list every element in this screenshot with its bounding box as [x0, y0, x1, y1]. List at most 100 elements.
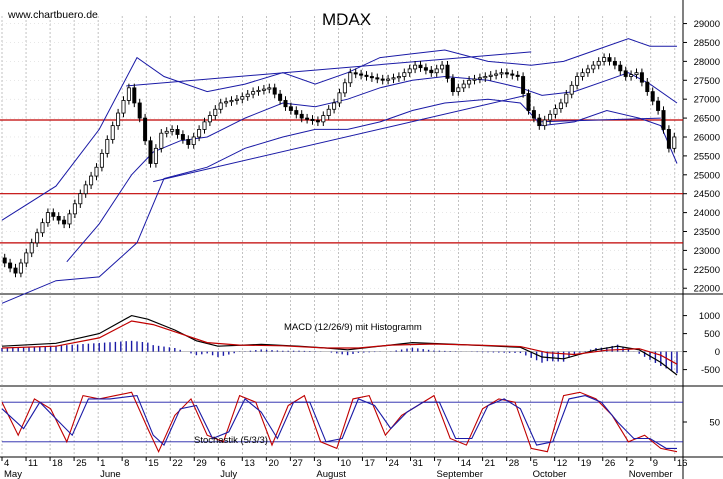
candle-body — [283, 100, 288, 108]
candle-body — [375, 77, 380, 80]
candle-body — [618, 64, 623, 72]
macd-label: MACD (12/26/9) mit Histogramm — [284, 322, 422, 333]
stochastic-tick-label: 50 — [709, 418, 720, 429]
x-day-label: 8 — [124, 458, 129, 469]
candle-body — [99, 152, 104, 168]
candle-body — [645, 81, 650, 93]
candle-body — [143, 117, 148, 142]
candle-body — [461, 83, 466, 89]
x-day-label: 10 — [340, 458, 351, 469]
candle-body — [83, 184, 88, 195]
candle-body — [359, 73, 364, 76]
candle-body — [575, 76, 580, 86]
macd-tick-label: 500 — [704, 329, 720, 340]
candle-body — [62, 219, 67, 225]
candle-body — [364, 74, 369, 77]
candle-body — [321, 115, 326, 123]
trendline — [153, 94, 526, 183]
x-day-label: 26 — [605, 458, 616, 469]
candle-body — [288, 106, 293, 111]
candle-body — [121, 100, 126, 114]
candle-body — [180, 134, 185, 140]
bollinger-mid-line — [66, 72, 678, 263]
candle-body — [67, 213, 72, 225]
support-resistance-levels — [0, 119, 683, 244]
candle-body — [272, 87, 277, 95]
x-month-label: August — [316, 469, 346, 479]
stochastic-d-line — [1, 395, 677, 449]
candle-body — [407, 68, 412, 74]
candle-body — [623, 70, 628, 77]
trendline — [126, 51, 532, 87]
x-day-label: 21 — [485, 458, 496, 469]
stochastic-panel — [1, 391, 683, 454]
x-month-label: July — [220, 469, 237, 479]
candle-body — [245, 93, 250, 98]
x-day-label: 13 — [244, 458, 255, 469]
x-day-label: 22 — [172, 458, 183, 469]
x-day-label: 9 — [653, 458, 658, 469]
candle-body — [558, 102, 563, 110]
candle-body — [110, 125, 115, 140]
bollinger-upper-line — [1, 38, 677, 221]
y-tick-label: 22500 — [694, 265, 720, 276]
x-day-label: 17 — [364, 458, 375, 469]
candle-body — [24, 252, 29, 264]
candle-body — [612, 60, 617, 66]
x-day-label: 31 — [413, 458, 424, 469]
candle-body — [656, 100, 661, 111]
chart-title: MDAX — [322, 10, 371, 29]
candle-body — [2, 257, 7, 264]
candle-body — [256, 89, 261, 93]
y-tick-label: 26500 — [694, 114, 720, 125]
x-day-label: 29 — [196, 458, 207, 469]
x-day-label: 18 — [52, 458, 63, 469]
candle-body — [89, 175, 94, 186]
candle-body — [35, 232, 40, 244]
candle-body — [224, 101, 229, 104]
candle-body — [531, 110, 536, 119]
candle-body — [186, 139, 191, 145]
candle-body — [467, 79, 472, 85]
candle-body — [164, 130, 169, 134]
y-tick-label: 24500 — [694, 189, 720, 200]
macd-tick-label: -500 — [701, 365, 720, 376]
x-day-label: 28 — [509, 458, 520, 469]
candle-body — [510, 73, 515, 76]
candle-body — [170, 129, 175, 132]
y-tick-label: 24000 — [694, 208, 720, 219]
candle-body — [380, 78, 385, 81]
candle-body — [402, 72, 407, 77]
candle-body — [207, 115, 212, 123]
candle-body — [342, 82, 347, 94]
candle-body — [332, 102, 337, 110]
x-day-label: 6 — [220, 458, 225, 469]
candle-body — [234, 98, 239, 101]
candle-body — [337, 92, 342, 104]
candle-body — [294, 110, 299, 115]
candle-body — [629, 74, 634, 77]
candle-body — [51, 212, 56, 217]
x-day-label: 4 — [4, 458, 9, 469]
candle-body — [72, 203, 77, 215]
candle-body — [348, 72, 353, 84]
macd-tick-label: 1000 — [699, 311, 720, 322]
candle-body — [639, 72, 644, 83]
candle-body — [386, 78, 391, 81]
candle-body — [602, 57, 607, 62]
x-month-label: November — [629, 469, 673, 479]
x-month-label: June — [100, 469, 121, 479]
x-day-label: 2 — [629, 458, 634, 469]
y-tick-label: 23000 — [694, 246, 720, 257]
candle-body — [526, 93, 531, 111]
x-day-label: 14 — [461, 458, 472, 469]
stochastic-k-line — [1, 391, 678, 454]
stochastic-label: Stochastik (5/3/3) — [194, 435, 268, 446]
candle-body — [8, 262, 13, 269]
source-label: www.chartbuero.de — [7, 9, 98, 21]
candle-body — [18, 262, 23, 274]
candle-body — [29, 242, 34, 254]
x-day-label: 27 — [292, 458, 303, 469]
